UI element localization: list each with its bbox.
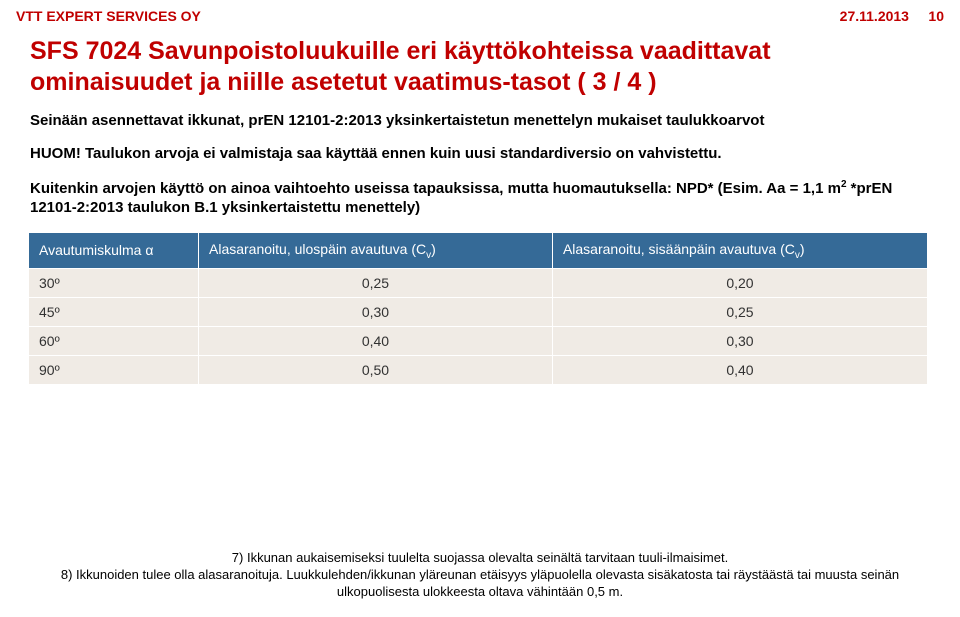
header-page: 10 — [928, 8, 944, 24]
table-row: 90º 0,50 0,40 — [29, 356, 928, 385]
table-cell: 30º — [29, 269, 199, 298]
body-text: Seinään asennettavat ikkunat, prEN 12101… — [0, 111, 960, 218]
slide-title: SFS 7024 Savunpoistoluukuille eri käyttö… — [0, 28, 960, 111]
paragraph-2: HUOM! Taulukon arvoja ei valmistaja saa … — [30, 144, 930, 164]
table-header-out: Alasaranoitu, ulospäin avautuva (Cv) — [199, 232, 553, 269]
table-cell: 0,20 — [552, 269, 927, 298]
title-line-2: ominaisuudet ja niille asetetut vaatimus… — [30, 68, 657, 96]
table-cell: 0,25 — [199, 269, 553, 298]
table-row: 30º 0,25 0,20 — [29, 269, 928, 298]
table-cell: 0,50 — [199, 356, 553, 385]
table-cell: 0,25 — [552, 298, 927, 327]
table-cell: 60º — [29, 327, 199, 356]
slide-header: VTT EXPERT SERVICES OY 27.11.2013 10 — [0, 0, 960, 28]
table-row: 60º 0,40 0,30 — [29, 327, 928, 356]
table-header-row: Avautumiskulma α Alasaranoitu, ulospäin … — [29, 232, 928, 269]
table-header-in: Alasaranoitu, sisäänpäin avautuva (Cv) — [552, 232, 927, 269]
org-name: VTT EXPERT SERVICES OY — [16, 8, 201, 24]
footnotes: 7) Ikkunan aukaisemiseksi tuulelta suoja… — [30, 550, 930, 601]
paragraph-3: Kuitenkin arvojen käyttö on ainoa vaihto… — [30, 178, 930, 218]
table-cell: 0,40 — [199, 327, 553, 356]
values-table: Avautumiskulma α Alasaranoitu, ulospäin … — [28, 232, 928, 386]
table-cell: 0,40 — [552, 356, 927, 385]
table-body: 30º 0,25 0,20 45º 0,30 0,25 60º 0,40 0,3… — [29, 269, 928, 385]
title-line-1: SFS 7024 Savunpoistoluukuille eri käyttö… — [30, 37, 771, 65]
table-cell: 90º — [29, 356, 199, 385]
footnote-8: 8) Ikkunoiden tulee olla alasaranoituja.… — [61, 567, 899, 599]
table-cell: 0,30 — [199, 298, 553, 327]
header-right: 27.11.2013 10 — [840, 8, 944, 24]
paragraph-1: Seinään asennettavat ikkunat, prEN 12101… — [30, 111, 930, 131]
footnote-7: 7) Ikkunan aukaisemiseksi tuulelta suoja… — [232, 550, 728, 565]
table-cell: 45º — [29, 298, 199, 327]
header-date: 27.11.2013 — [840, 8, 909, 24]
table-cell: 0,30 — [552, 327, 927, 356]
table-row: 45º 0,30 0,25 — [29, 298, 928, 327]
table-header-angle: Avautumiskulma α — [29, 232, 199, 269]
